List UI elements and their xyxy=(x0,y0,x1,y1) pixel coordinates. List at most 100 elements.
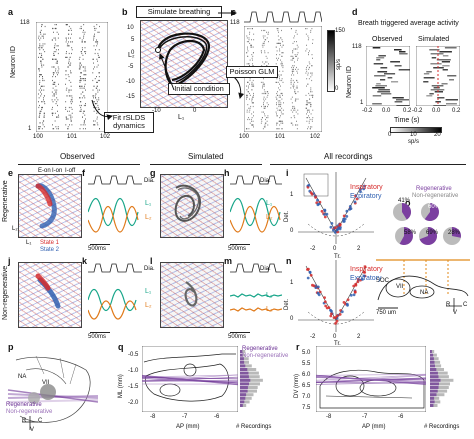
panel-b-ytick-1: 10 xyxy=(127,25,134,31)
panel-d-cbar-tick-2: 10 xyxy=(410,132,417,138)
panel-i-xtick-2: 0 xyxy=(333,246,337,252)
panel-f-l2: L₂ xyxy=(145,214,152,221)
initial-condition-box: Initial condition xyxy=(168,83,230,96)
panel-n-ylabel: Det. xyxy=(284,298,290,310)
panel-r-map xyxy=(316,346,426,412)
panel-o-pct-2: 60% xyxy=(428,204,441,210)
panel-n-ytick-1: 1 xyxy=(290,280,294,286)
panel-q-ytick-3: -1.5 xyxy=(128,384,139,390)
panel-o-r: R xyxy=(446,302,451,308)
panel-d-ybot: 1 xyxy=(360,100,364,106)
panel-i-inspiratory: Inspiratory xyxy=(350,184,383,191)
header-observed: Observed xyxy=(60,152,95,161)
panel-n-xlabel: Tr. xyxy=(334,341,341,347)
panel-i-ylabel: Det. xyxy=(284,210,290,222)
panel-i-ytick-2: 0 xyxy=(290,228,294,234)
panel-e-trajectory xyxy=(35,183,57,229)
panel-i-xtick-1: -2 xyxy=(310,246,316,252)
panel-c-ytop: 118 xyxy=(230,20,240,26)
panel-e-legend-ion: I-on xyxy=(52,168,63,174)
panel-r-xtick-1: -8 xyxy=(326,414,332,420)
panel-m-l1: L₁ xyxy=(266,292,273,299)
panel-c-breath-trace xyxy=(244,11,322,23)
panel-d-title: Breath triggered average activity xyxy=(358,20,459,27)
panel-a-xtick-2: 101 xyxy=(67,134,78,140)
panel-q-xlabel: AP (mm) xyxy=(176,424,200,430)
panel-p-legend-nonregen: Non-regenerative xyxy=(6,409,53,415)
panel-label-l: l xyxy=(150,256,153,266)
panel-i-xlabel: Tr. xyxy=(334,254,341,260)
panel-d-ylabel: Neuron ID xyxy=(346,66,353,98)
panel-b-ytick-2: 5 xyxy=(131,37,135,43)
panel-i-scatter xyxy=(298,172,374,244)
panel-c-colorbar xyxy=(327,30,335,92)
panel-r-hist-label: # Recordings xyxy=(424,424,460,430)
panel-c-raster xyxy=(244,26,322,132)
panel-m-l2: L₂ xyxy=(266,306,273,313)
panel-q-ytick-4: -2.0 xyxy=(128,400,139,406)
panel-label-h: h xyxy=(224,168,230,178)
panel-label-j: j xyxy=(8,256,11,266)
panel-c-xtick-1: 100 xyxy=(239,134,250,140)
panel-q-xtick-2: -7 xyxy=(182,414,188,420)
panel-label-k: k xyxy=(82,256,88,266)
panel-m-dia: Dia. xyxy=(260,266,271,272)
panel-c-cbar-label: sp/s xyxy=(336,58,342,70)
panel-b-ytick-3: 0 xyxy=(131,50,135,56)
panel-label-e: e xyxy=(8,168,14,178)
panel-q-ytick-1: -0.5 xyxy=(128,352,139,358)
panel-label-r: r xyxy=(296,342,300,352)
panel-f-dia: Dia. xyxy=(144,178,155,184)
panel-a-ylabel: Neuron ID xyxy=(10,46,17,78)
panel-h-l1: L₁ xyxy=(266,200,273,207)
panel-l-vector-field xyxy=(160,262,224,328)
panel-r-ytick-1: 5.0 xyxy=(302,350,311,356)
panel-r-histogram xyxy=(430,350,454,407)
panel-p-r: R xyxy=(22,418,27,424)
panel-r-xtick-3: -6 xyxy=(398,414,404,420)
panel-r-ytick-2: 5.5 xyxy=(302,361,311,367)
panel-d-xtick-6: 0.2 xyxy=(452,108,461,114)
panel-f-scale: 500ms xyxy=(88,246,107,252)
panel-label-n: n xyxy=(286,256,292,266)
panel-c-xtick-3: 102 xyxy=(310,134,321,140)
panel-o-pct-5: 28% xyxy=(448,230,461,236)
panel-b-trajectory xyxy=(155,32,211,88)
panel-r-xtick-2: -7 xyxy=(362,414,368,420)
panel-j-trajectory xyxy=(35,273,61,309)
panel-label-c: c xyxy=(231,7,237,17)
panel-n-xtick-3: 2 xyxy=(357,334,361,340)
panel-n-xtick-1: -2 xyxy=(310,334,316,340)
panel-o-pies xyxy=(393,203,462,245)
header-simulated-line xyxy=(150,164,262,165)
fit-rslds-box: Fit rSLDS dynamics xyxy=(104,112,154,133)
panel-p-v: V xyxy=(30,427,35,433)
panel-b-l1: L₁ xyxy=(178,114,185,121)
panel-a-xtick-1: 100 xyxy=(33,134,44,140)
simulate-breathing-box: Simulate breathing xyxy=(136,6,222,19)
panel-o-legend-nonregen: Non-regenerative xyxy=(412,193,459,199)
panel-b-xtick-2: 0 xyxy=(193,108,197,114)
panel-d-cbar-tick-1: 0 xyxy=(388,132,392,138)
panel-d-simulated: Simulated xyxy=(418,36,450,43)
panel-o-pct-4: 69% xyxy=(426,230,439,236)
panel-p-na: NA xyxy=(18,374,27,380)
panel-n-inspiratory: Inspiratory xyxy=(350,266,383,273)
panel-d-cbar-label: sp/s xyxy=(408,139,420,145)
panel-m-scalebar xyxy=(230,332,250,333)
panel-d-observed: Observed xyxy=(372,36,403,43)
panel-a-raster xyxy=(36,22,108,132)
panel-p-vii: VII xyxy=(42,380,50,386)
panel-f-traces xyxy=(88,175,142,233)
panel-f-l1: L₁ xyxy=(145,200,152,207)
panel-d-xtick-3: 0.2 xyxy=(403,108,412,114)
poisson-glm-box: Poisson GLM xyxy=(226,66,278,79)
panel-a-ybot: 1 xyxy=(28,126,32,132)
panel-q-xtick-3: -6 xyxy=(214,414,220,420)
panel-r-ytick-5: 7.0 xyxy=(302,394,311,400)
panel-p-anatomy xyxy=(7,355,98,430)
panel-q-ytick-2: -1.0 xyxy=(128,368,139,374)
panel-h-traces xyxy=(230,175,282,233)
panel-e-state2: State 2 xyxy=(40,247,60,253)
panel-k-scalebar xyxy=(90,332,110,333)
